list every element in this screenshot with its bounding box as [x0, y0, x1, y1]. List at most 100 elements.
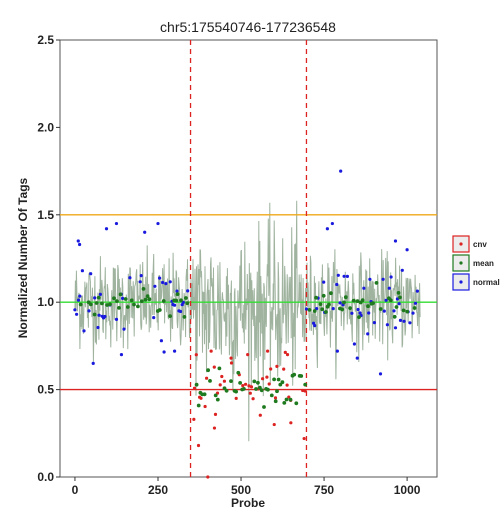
point-mean — [312, 309, 317, 313]
point-normal — [342, 274, 346, 278]
point-cnv — [203, 404, 207, 409]
point-normal — [97, 313, 101, 317]
x-tick-label: 250 — [148, 483, 168, 497]
point-normal — [367, 311, 371, 315]
point-normal — [186, 289, 190, 293]
x-tick-label: 500 — [231, 483, 251, 497]
legend-marker-cnv — [459, 242, 463, 246]
point-cnv — [249, 385, 254, 389]
legend-marker-mean — [459, 261, 463, 265]
point-cnv — [205, 376, 209, 380]
y-tick-label: 0.0 — [37, 470, 54, 484]
point-mean — [340, 307, 345, 312]
point-mean — [222, 386, 227, 391]
point-normal — [350, 311, 354, 315]
point-mean — [92, 312, 97, 317]
point-mean — [161, 299, 166, 303]
point-normal — [139, 274, 143, 278]
point-cnv — [285, 353, 290, 357]
series-mean — [78, 281, 417, 409]
point-cnv — [222, 379, 226, 383]
point-mean — [224, 388, 229, 393]
point-normal — [395, 297, 399, 301]
point-cnv — [199, 396, 203, 400]
series-normal — [73, 169, 419, 376]
point-mean — [196, 403, 201, 408]
point-normal — [89, 272, 93, 276]
point-normal — [408, 321, 412, 325]
point-mean — [129, 298, 134, 303]
point-mean — [394, 305, 399, 309]
point-normal — [161, 280, 165, 285]
point-normal — [80, 269, 84, 273]
point-normal — [76, 239, 80, 243]
point-normal — [400, 268, 404, 272]
point-normal — [96, 325, 100, 330]
point-mean — [282, 401, 287, 405]
point-normal — [98, 292, 102, 296]
point-mean — [234, 389, 239, 394]
point-normal — [158, 276, 162, 280]
point-mean — [342, 300, 346, 305]
point-normal — [181, 300, 185, 304]
point-cnv — [209, 349, 213, 353]
point-mean — [284, 397, 289, 402]
point-normal — [372, 321, 376, 325]
point-mean — [168, 314, 173, 318]
point-normal — [384, 298, 388, 302]
point-mean — [378, 307, 383, 311]
point-normal — [413, 301, 418, 305]
point-normal — [411, 311, 415, 315]
point-mean — [78, 302, 83, 307]
point-normal — [172, 349, 177, 353]
y-tick-label: 2.0 — [37, 120, 54, 134]
point-normal — [368, 277, 372, 281]
point-mean — [118, 292, 123, 297]
point-normal — [143, 230, 147, 234]
point-mean — [388, 298, 393, 303]
point-normal — [338, 301, 342, 305]
point-normal — [178, 309, 183, 314]
point-mean — [371, 301, 375, 305]
point-mean — [123, 297, 128, 301]
point-mean — [238, 381, 243, 385]
point-normal — [392, 309, 396, 313]
point-normal — [82, 329, 86, 333]
point-normal — [104, 227, 109, 231]
point-normal — [352, 342, 356, 346]
point-normal — [75, 312, 79, 316]
point-normal — [385, 323, 389, 327]
point-mean — [94, 301, 99, 305]
point-mean — [392, 314, 397, 319]
point-mean — [262, 405, 266, 409]
point-cnv — [265, 375, 269, 379]
point-cnv — [220, 374, 224, 379]
point-cnv — [261, 377, 265, 381]
point-mean — [175, 292, 180, 297]
point-cnv — [275, 364, 279, 368]
point-normal — [355, 356, 359, 360]
point-mean — [329, 291, 333, 296]
point-mean — [108, 302, 112, 307]
point-mean — [357, 315, 361, 319]
legend-label-mean: mean — [473, 259, 494, 268]
point-normal — [156, 221, 160, 226]
point-mean — [405, 309, 410, 314]
point-mean — [143, 297, 148, 302]
point-normal — [339, 169, 343, 173]
point-cnv — [212, 365, 216, 369]
point-normal — [415, 289, 419, 293]
point-mean — [360, 298, 365, 303]
point-mean — [256, 380, 260, 385]
point-mean — [273, 399, 278, 404]
point-cnv — [229, 361, 234, 365]
point-cnv — [244, 382, 248, 386]
point-mean — [299, 374, 304, 378]
point-mean — [202, 392, 207, 397]
point-normal — [325, 227, 329, 231]
point-normal — [119, 353, 124, 357]
point-mean — [105, 303, 109, 307]
point-mean — [351, 298, 356, 303]
point-cnv — [206, 475, 210, 479]
point-normal — [322, 280, 326, 284]
